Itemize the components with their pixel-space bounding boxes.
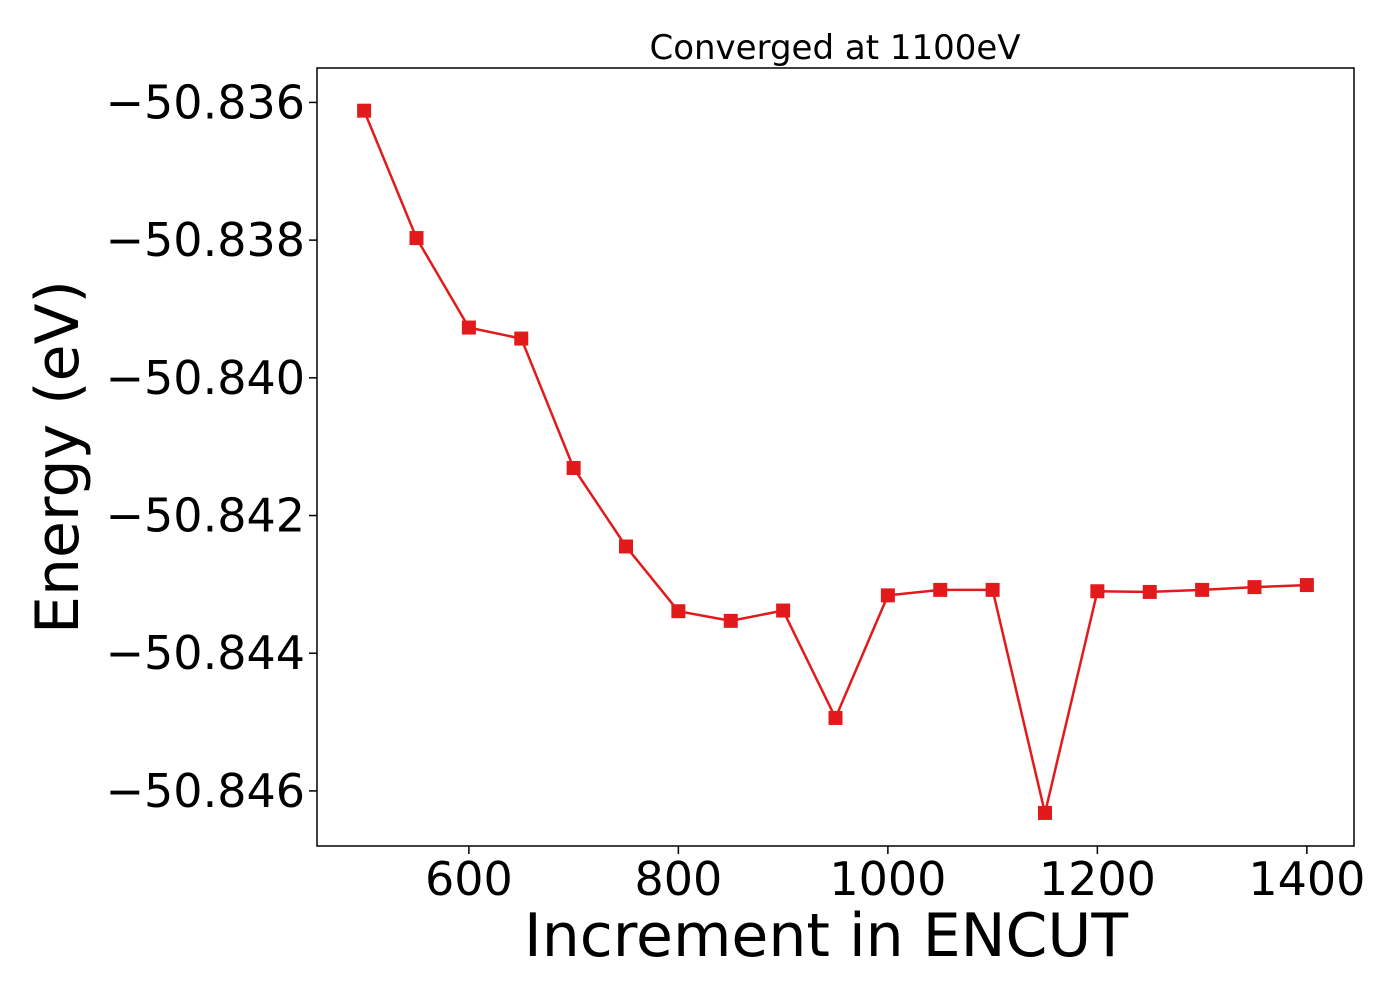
data-point-marker — [619, 539, 634, 554]
data-point-marker — [828, 710, 843, 725]
y-tick-label: −50.844 — [106, 626, 306, 680]
data-point-marker — [671, 604, 686, 619]
plot-area-frame — [316, 67, 1355, 847]
x-axis: 600 800 1000 1200 1400 — [425, 846, 1365, 906]
y-tick-label: −50.836 — [106, 75, 306, 129]
data-point-marker — [514, 331, 529, 346]
x-tick-label: 800 — [634, 852, 722, 906]
data-point-marker — [985, 582, 1000, 597]
y-axis: −50.836 −50.838 −50.840 −50.842 −50.844 −50.8… — [106, 75, 317, 818]
y-tick-label: −50.846 — [106, 764, 306, 818]
data-point-marker — [1247, 580, 1262, 595]
chart-title: Converged at 1100eV — [649, 28, 1020, 68]
data-point-marker — [409, 231, 424, 246]
data-point-marker — [1037, 805, 1052, 820]
data-point-marker — [461, 320, 476, 335]
x-tick-label: 600 — [425, 852, 513, 906]
data-point-marker — [723, 613, 738, 628]
data-point-marker — [776, 603, 791, 618]
x-tick-label: 1200 — [1039, 852, 1156, 906]
x-tick-label: 1000 — [829, 852, 946, 906]
data-point-marker — [566, 461, 581, 476]
data-point-marker — [1299, 578, 1314, 593]
data-point-marker — [1195, 582, 1210, 597]
data-point-marker — [880, 588, 895, 603]
y-tick-label: −50.840 — [106, 351, 306, 405]
y-tick-label: −50.842 — [106, 489, 306, 543]
series-layer — [357, 103, 1314, 820]
data-point-marker — [1090, 584, 1105, 599]
data-point-marker — [357, 103, 372, 118]
data-point-marker — [933, 582, 948, 597]
series-line — [362, 110, 1307, 814]
y-axis-label: Energy (eV) — [23, 280, 93, 634]
x-axis-label: Increment in ENCUT — [524, 901, 1128, 971]
y-tick-label: −50.838 — [106, 213, 306, 267]
x-tick-label: 1400 — [1248, 852, 1365, 906]
data-point-marker — [1142, 584, 1157, 599]
